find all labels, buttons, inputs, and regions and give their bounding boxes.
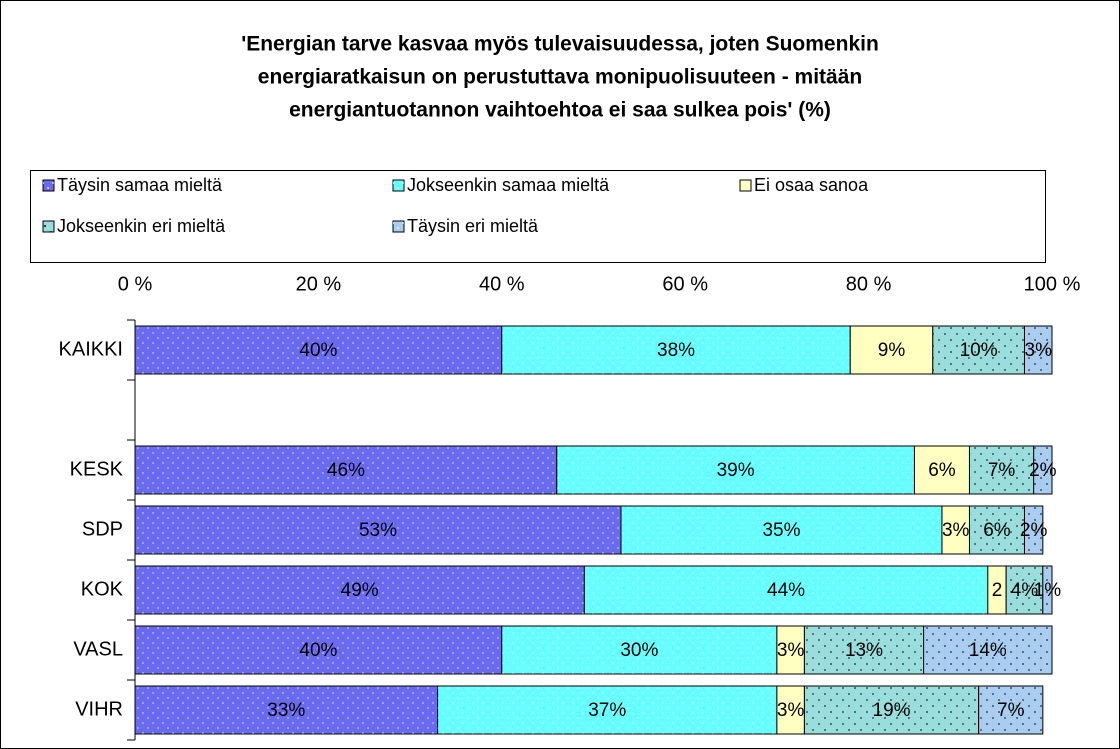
chart-title: energiaratkaisun on perustuttava monipuo…: [258, 66, 862, 89]
bar-pattern: [135, 686, 438, 734]
data-label: 9%: [878, 340, 906, 361]
bar-pattern: [804, 626, 924, 674]
data-label: 13%: [845, 640, 883, 661]
data-label: 35%: [762, 520, 800, 541]
data-label: 40%: [299, 340, 337, 361]
bar-pattern: [584, 566, 988, 614]
data-label: 40%: [299, 640, 337, 661]
data-label: 3%: [942, 520, 970, 541]
data-label: 4%: [1011, 580, 1039, 601]
data-label: 30%: [620, 640, 658, 661]
bar-pattern: [1024, 326, 1052, 374]
bar-pattern: [804, 686, 979, 734]
y-tick-label: VIHR: [75, 698, 123, 720]
bar-pattern: [135, 446, 557, 494]
x-tick-label: 20 %: [296, 273, 342, 295]
bar-pattern: [135, 626, 502, 674]
bar-pattern: [1042, 566, 1052, 614]
data-label: 44%: [767, 580, 805, 601]
y-tick-label: KAIKKI: [59, 338, 123, 360]
bar-segment: [776, 685, 805, 735]
data-label: 1%: [1034, 580, 1062, 601]
legend-swatch-pattern: [43, 180, 54, 191]
bar-pattern: [437, 686, 777, 734]
y-tick-label: VASL: [73, 638, 123, 660]
data-label: 39%: [717, 460, 755, 481]
data-label: 46%: [327, 460, 365, 481]
x-tick-label: 0 %: [118, 273, 153, 295]
data-label: 14%: [969, 640, 1007, 661]
y-tick-label: SDP: [82, 518, 123, 540]
legend-label: Jokseenkin samaa mieltä: [407, 175, 610, 195]
chart-title: 'Energian tarve kasvaa myös tulevaisuude…: [241, 33, 879, 56]
bar-pattern: [135, 326, 502, 374]
bar-segment: [849, 325, 934, 375]
data-label: 49%: [341, 580, 379, 601]
chart-title: energiantuotannon vaihtoehtoa ei saa sul…: [289, 99, 831, 122]
data-label: 33%: [267, 700, 305, 721]
bar-pattern: [135, 566, 585, 614]
bar-pattern: [923, 626, 1052, 674]
data-label: 6%: [928, 460, 956, 481]
data-label: 10%: [960, 340, 998, 361]
legend-label: Jokseenkin eri mieltä: [57, 216, 226, 236]
data-label: 19%: [873, 700, 911, 721]
x-tick-label: 100 %: [1024, 273, 1081, 295]
bar-pattern: [932, 326, 1025, 374]
bar-pattern: [556, 446, 915, 494]
legend-label: Täysin eri mieltä: [407, 216, 539, 236]
legend: [30, 170, 1046, 263]
y-tick-label: KOK: [81, 578, 124, 600]
data-label: 3%: [777, 640, 805, 661]
bar-pattern: [1024, 506, 1043, 554]
data-label: 2%: [1029, 460, 1057, 481]
data-label: 38%: [657, 340, 695, 361]
legend-swatch-pattern: [393, 180, 404, 191]
bar-pattern: [621, 506, 942, 554]
legend-label: Täysin samaa mieltä: [57, 175, 223, 195]
bar-pattern: [501, 626, 777, 674]
bar-pattern: [978, 686, 1043, 734]
legend-swatch-pattern: [393, 221, 404, 232]
data-label: 2%: [1020, 520, 1048, 541]
x-tick-label: 80 %: [846, 273, 892, 295]
bar-pattern: [1006, 566, 1043, 614]
data-label: 37%: [588, 700, 626, 721]
y-tick-label: KESK: [70, 458, 124, 480]
bar-pattern: [969, 506, 1025, 554]
data-label: 7%: [988, 460, 1016, 481]
data-label: 6%: [983, 520, 1011, 541]
data-label: 3%: [1025, 340, 1053, 361]
bar-segment: [913, 445, 970, 495]
x-tick-label: 60 %: [662, 273, 708, 295]
legend-swatch-pattern: [43, 221, 54, 232]
bar-pattern: [501, 326, 851, 374]
data-label: 7%: [997, 700, 1025, 721]
bar-pattern: [1033, 446, 1052, 494]
bar-pattern: [135, 506, 622, 554]
x-tick-label: 40 %: [479, 273, 525, 295]
data-label: 2: [992, 580, 1003, 601]
legend-label: Ei osaa sanoa: [754, 175, 869, 195]
bar-pattern: [969, 446, 1034, 494]
data-label: 3%: [777, 700, 805, 721]
legend-swatch-pattern: [740, 180, 751, 191]
data-label: 53%: [359, 520, 397, 541]
